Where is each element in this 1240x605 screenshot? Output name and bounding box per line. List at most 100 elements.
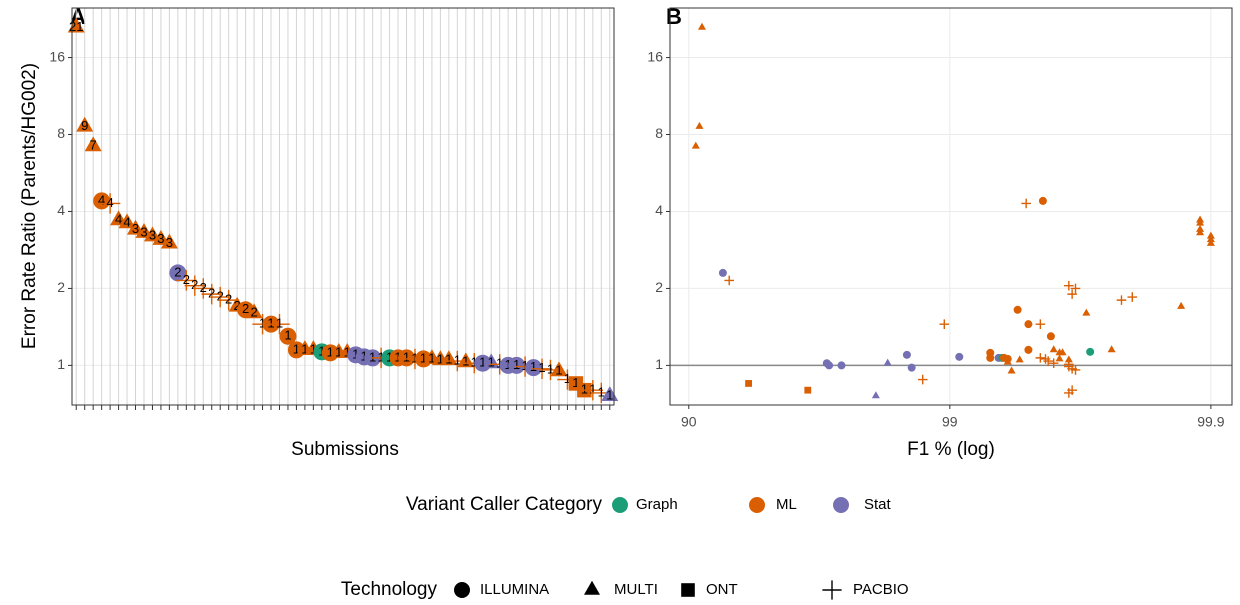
plus-marker bbox=[822, 580, 842, 600]
legend-title: Variant Caller Category bbox=[406, 494, 603, 515]
triangle-marker bbox=[118, 213, 136, 229]
data-label: 2 bbox=[225, 292, 232, 307]
square-marker bbox=[804, 386, 812, 394]
plus-marker bbox=[917, 374, 928, 385]
circle-marker bbox=[1013, 305, 1022, 314]
data-label: 1 bbox=[293, 341, 300, 356]
triangle-marker bbox=[1007, 366, 1016, 374]
data-label: 1 bbox=[420, 350, 427, 365]
plus-marker bbox=[269, 313, 290, 335]
plus-marker bbox=[531, 358, 553, 379]
data-label: 1 bbox=[589, 382, 596, 397]
data-label: 1 bbox=[361, 348, 368, 363]
circle-marker bbox=[825, 361, 834, 370]
plus-marker bbox=[1043, 356, 1053, 366]
data-label: 2 bbox=[234, 298, 241, 313]
data-label: 1 bbox=[301, 341, 308, 356]
y-tick-label: 4 bbox=[655, 202, 663, 218]
data-label: 1 bbox=[496, 356, 503, 371]
data-label: 2 bbox=[183, 272, 190, 287]
x-tick-label: 99 bbox=[942, 414, 958, 430]
triangle-marker bbox=[1003, 357, 1012, 365]
circle-marker bbox=[1038, 196, 1047, 205]
plus-marker bbox=[184, 275, 205, 296]
data-label: 1 bbox=[369, 349, 376, 364]
data-label: 1 bbox=[386, 349, 393, 364]
data-label: 1 bbox=[403, 349, 410, 364]
triangle-marker bbox=[1206, 238, 1215, 246]
circle-marker bbox=[955, 352, 964, 361]
triangle-marker bbox=[1196, 228, 1205, 236]
legend-title: Technology bbox=[341, 579, 438, 600]
data-label: 9 bbox=[81, 118, 88, 133]
triangle-marker bbox=[1196, 218, 1205, 226]
data-label: 1 bbox=[547, 361, 554, 376]
circle-marker bbox=[279, 327, 297, 345]
data-label: 3 bbox=[149, 228, 156, 243]
y-tick-label: 1 bbox=[655, 356, 663, 372]
data-label: 1 bbox=[428, 350, 435, 365]
data-label: 1 bbox=[538, 360, 545, 375]
y-tick-label: 4 bbox=[57, 202, 65, 218]
circle-marker bbox=[907, 363, 916, 372]
y-tick-label: 2 bbox=[57, 279, 65, 295]
data-label: 1 bbox=[471, 355, 478, 370]
data-label: 1 bbox=[462, 354, 469, 369]
x-tick-label: 90 bbox=[681, 414, 697, 430]
triangle-marker bbox=[883, 358, 892, 366]
legend-label: Graph bbox=[636, 496, 678, 513]
data-label: 2 bbox=[200, 280, 207, 295]
data-label: 1 bbox=[555, 363, 562, 378]
triangle-marker bbox=[1058, 348, 1067, 356]
plus-marker bbox=[193, 278, 214, 299]
data-label: 1 bbox=[598, 384, 605, 399]
plus-marker bbox=[1064, 388, 1074, 398]
x-axis-title: F1 % (log) bbox=[907, 439, 995, 460]
panel-border bbox=[71, 7, 615, 406]
data-label: 1 bbox=[327, 344, 334, 359]
data-label: 1 bbox=[411, 350, 418, 365]
triangle-marker bbox=[1206, 231, 1215, 239]
y-tick-label: 16 bbox=[647, 48, 663, 64]
data-label: 1 bbox=[284, 328, 291, 343]
triangle-marker bbox=[695, 121, 704, 129]
triangle-marker bbox=[76, 116, 94, 132]
circle-marker bbox=[1046, 332, 1055, 341]
plus-marker bbox=[1064, 280, 1074, 291]
circle-marker bbox=[837, 361, 846, 370]
plus-marker bbox=[1070, 283, 1081, 294]
data-label: 1 bbox=[488, 355, 495, 370]
plus-marker bbox=[1067, 289, 1077, 299]
plus-marker bbox=[582, 379, 604, 401]
plus-marker bbox=[1048, 358, 1059, 368]
y-tick-label: 8 bbox=[57, 125, 65, 141]
data-label: 4 bbox=[123, 215, 130, 230]
data-label: 1 bbox=[505, 357, 512, 372]
triangle-marker bbox=[160, 233, 178, 249]
triangle-marker bbox=[691, 141, 700, 149]
data-label: 1 bbox=[377, 349, 384, 364]
data-label: 3 bbox=[132, 221, 139, 236]
circle-marker bbox=[454, 582, 470, 598]
triangle-marker bbox=[1177, 301, 1186, 309]
circle-marker bbox=[718, 268, 727, 277]
plus-marker bbox=[1116, 295, 1127, 305]
data-label: 1 bbox=[606, 387, 613, 402]
data-label: 1 bbox=[572, 375, 579, 390]
data-label: 1 bbox=[530, 359, 537, 374]
data-label: 2 bbox=[242, 301, 249, 316]
legend-label: Stat bbox=[864, 496, 892, 513]
circle-marker bbox=[525, 359, 543, 377]
plus-marker bbox=[1127, 292, 1138, 302]
data-label: 3 bbox=[166, 235, 173, 250]
x-tick-label: 99.9 bbox=[1197, 414, 1224, 430]
data-label: 21 bbox=[69, 19, 83, 34]
circle-marker bbox=[1086, 347, 1095, 356]
data-label: 1 bbox=[479, 355, 486, 370]
data-label: 1 bbox=[581, 382, 588, 397]
legend-swatch bbox=[612, 497, 628, 513]
data-label: 4 bbox=[98, 192, 105, 207]
triangle-marker bbox=[1015, 355, 1024, 363]
y-tick-label: 8 bbox=[655, 125, 663, 141]
